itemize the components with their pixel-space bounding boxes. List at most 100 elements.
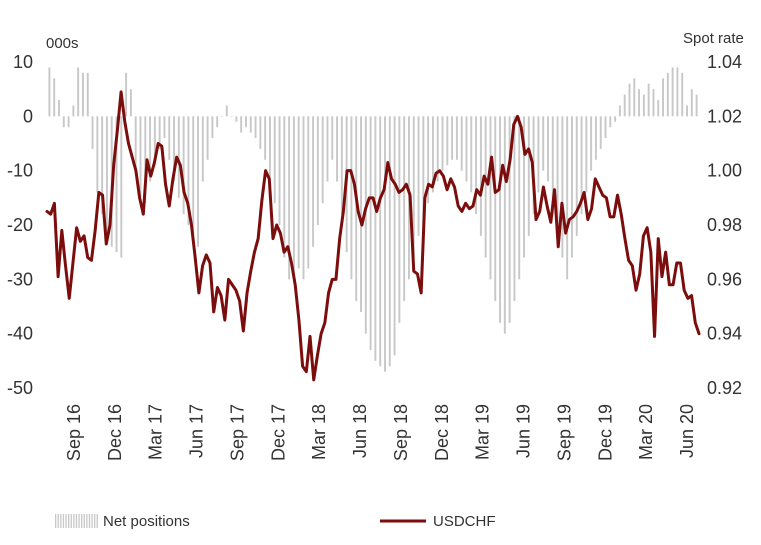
net-position-bar [508,116,511,323]
net-position-bar [177,116,180,198]
legend-bar-stripe [57,514,59,528]
legend-bar-stripe [86,514,88,528]
net-position-bar [523,116,525,258]
left-tick-label: 0 [23,106,33,126]
net-position-bar [633,78,636,117]
net-position-bar [182,116,185,215]
net-position-bar [254,116,257,139]
net-position-bar [292,116,295,280]
net-position-bar [225,105,228,117]
left-axis-title: 000s [46,35,79,52]
net-position-bar [350,116,353,280]
x-axis-labels: Sep 16 Dec 16 Mar 17 Jun 17 Sep 17 Dec 17 Mar … [64,404,697,461]
net-position-bar [475,116,478,215]
net-position-bar [618,105,621,117]
net-position-bar [503,116,506,334]
net-position-bar [494,116,497,302]
legend-label-net-positions: Net positions [103,513,190,530]
net-position-bar [609,116,612,128]
net-position-bar [417,116,420,236]
right-tick-label: 0.96 [707,269,742,289]
net-position-bar [82,72,84,117]
x-tick-label: Dec 17 [268,404,288,461]
net-position-bar [312,116,315,247]
legend-bar-stripe [70,514,72,528]
x-tick-label: Mar 20 [636,404,656,460]
net-position-bar [153,116,156,166]
net-position-bar [77,67,80,117]
net-position-bar [336,116,339,182]
net-position-bar [62,116,65,128]
net-position-bar [115,116,118,253]
right-tick-label: 1.02 [707,106,742,126]
net-position-bar [580,116,583,215]
legend-bar-stripe [91,514,93,528]
net-position-bar [403,116,406,302]
net-position-bar [484,116,487,258]
x-tick-label: Jun 20 [677,404,697,458]
net-position-bar [158,116,161,149]
right-tick-label: 0.98 [707,215,742,235]
net-position-bar [307,116,310,269]
net-position-bar [48,67,51,117]
net-position-bar [422,116,425,225]
left-tick-label: -20 [7,215,33,235]
net-position-bar [465,116,468,182]
x-tick-label: Mar 18 [309,404,329,460]
right-axis-ticks: 1.04 1.02 1.00 0.98 0.96 0.94 0.92 [707,52,742,398]
legend-bar-stripe [94,514,96,528]
net-position-bar [129,89,132,117]
legend-bar-stripe [88,514,91,528]
net-position-bar [105,116,108,236]
net-position-bar [211,116,214,139]
net-position-bar [489,116,492,280]
net-position-bar [187,116,190,225]
net-position-bar [542,116,545,171]
net-position-bar [499,116,502,323]
net-position-bar [412,116,415,258]
net-position-bar [72,105,75,117]
legend: Net positions USDCHF [55,513,496,530]
net-position-bar [221,116,223,117]
net-position-bar [652,89,655,117]
net-position-bar [264,116,267,160]
net-position-bar [67,116,70,128]
net-position-bar [245,116,247,128]
net-position-bar [436,116,439,182]
legend-bar-stripe [75,514,78,528]
x-tick-label: Mar 17 [146,404,166,460]
net-position-bar [355,116,358,302]
net-position-bar [527,116,530,236]
net-position-bar [134,116,137,171]
net-position-bar [388,116,391,367]
net-position-bar [316,116,319,225]
net-position-bar [628,83,631,117]
x-tick-label: Sep 16 [64,404,84,461]
net-position-bar [470,116,473,193]
net-position-bar [662,78,665,117]
x-tick-label: Sep 18 [391,404,411,461]
net-position-bar [91,116,94,149]
right-tick-label: 1.04 [707,52,742,72]
net-position-bar [216,116,219,128]
legend-bar-stripe [83,514,85,528]
net-position-bar [427,116,430,204]
net-position-bar [360,116,362,312]
net-position-bar [671,67,674,117]
usdchf-line-layer [45,90,701,382]
net-position-bar [268,116,271,182]
net-position-bar [125,72,128,117]
legend-bar-stripe [62,514,65,528]
net-position-bar [331,116,334,160]
net-position-bar [518,116,521,280]
net-position-bar [479,116,482,236]
net-position-bar [197,116,199,247]
net-position-bar [547,116,549,182]
net-position-bar [666,72,669,117]
net-position-bar [144,116,147,204]
legend-bar-stripe [78,514,80,528]
net-position-bar [393,116,396,356]
net-position-bar [326,116,329,182]
net-position-bar [168,116,171,160]
